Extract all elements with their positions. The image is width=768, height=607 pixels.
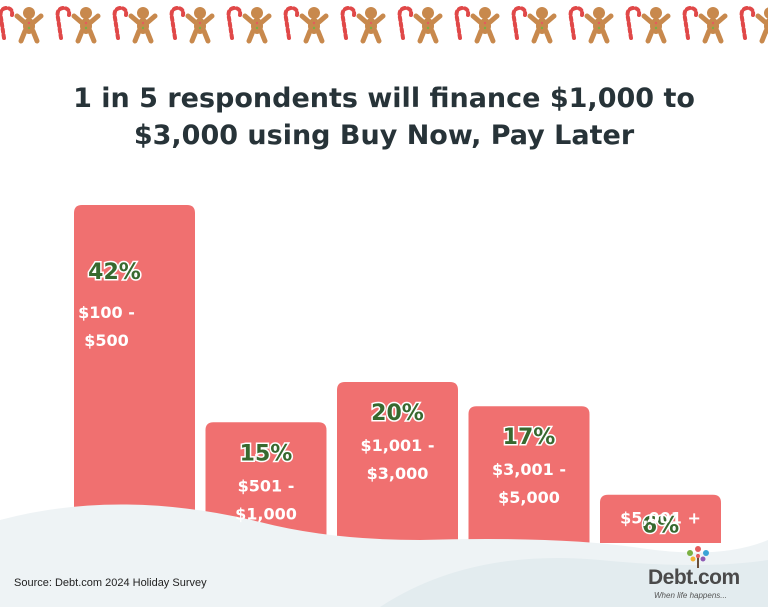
candy-cane-icon xyxy=(511,5,528,40)
candy-cane-icon xyxy=(454,5,471,40)
source-note: Source: Debt.com 2024 Holiday Survey xyxy=(14,577,207,589)
gingerbread-man-icon xyxy=(128,7,158,44)
gingerbread-man-icon xyxy=(698,7,728,44)
candy-cane-icon xyxy=(739,5,756,40)
category-label: $5,001 + xyxy=(620,509,701,528)
value-label: 6% xyxy=(642,514,679,539)
tree-icon xyxy=(687,546,709,568)
bar xyxy=(74,205,195,543)
chart-title: 1 in 5 respondents will finance $1,000 t… xyxy=(0,80,768,154)
logo-tagline: When life happens... xyxy=(654,591,727,600)
candy-cane-icon xyxy=(169,5,186,40)
chart-title-line-1: 1 in 5 respondents will finance $1,000 t… xyxy=(73,83,695,114)
category-label: $1,000 xyxy=(235,504,297,523)
candy-cane-icon xyxy=(340,5,357,40)
candy-cane-icon xyxy=(283,5,300,40)
candy-cane-icon xyxy=(112,5,129,40)
gingerbread-man-icon xyxy=(71,7,101,44)
gingerbread-man-icon xyxy=(14,7,44,44)
gingerbread-man-icon xyxy=(641,7,671,44)
snow-mound xyxy=(380,557,768,607)
gingerbread-man-icon xyxy=(299,7,329,44)
gingerbread-man-icon xyxy=(356,7,386,44)
gingerbread-man-icon xyxy=(755,7,768,44)
value-label: 17% xyxy=(503,425,556,450)
candy-cane-icon xyxy=(568,5,585,40)
category-label: $3,000 xyxy=(367,464,429,483)
category-label: $1,001 - xyxy=(361,436,435,455)
candy-cane-icon xyxy=(226,5,243,40)
candy-cane-icon xyxy=(625,5,642,40)
value-label: 15% xyxy=(240,441,293,466)
gingerbread-man-icon xyxy=(470,7,500,44)
holiday-border xyxy=(0,5,768,44)
gingerbread-man-icon xyxy=(242,7,272,44)
gingerbread-man-icon xyxy=(527,7,557,44)
bar xyxy=(600,494,721,543)
value-label: 42% xyxy=(88,260,141,285)
category-label: $501 - xyxy=(238,476,295,495)
bar xyxy=(468,406,590,543)
category-label: $100 - xyxy=(78,303,135,322)
chart-title-line-2: $3,000 using Buy Now, Pay Later xyxy=(133,120,635,151)
category-label: $5,000 xyxy=(498,488,560,507)
candy-cane-icon xyxy=(0,5,15,40)
gingerbread-man-icon xyxy=(584,7,614,44)
candy-cane-icon xyxy=(682,5,699,40)
gingerbread-man-icon xyxy=(185,7,215,44)
logo-name: Debt.com xyxy=(648,566,740,589)
candy-cane-icon xyxy=(55,5,72,40)
candy-cane-icon xyxy=(397,5,414,40)
bar xyxy=(205,422,327,543)
gingerbread-man-icon xyxy=(413,7,443,44)
category-label: $500 xyxy=(84,331,129,350)
debt-com-logo: Debt.com When life happens... xyxy=(640,544,760,604)
value-label: 20% xyxy=(371,401,424,426)
bar xyxy=(337,382,458,543)
category-label: $3,001 - xyxy=(492,460,566,479)
